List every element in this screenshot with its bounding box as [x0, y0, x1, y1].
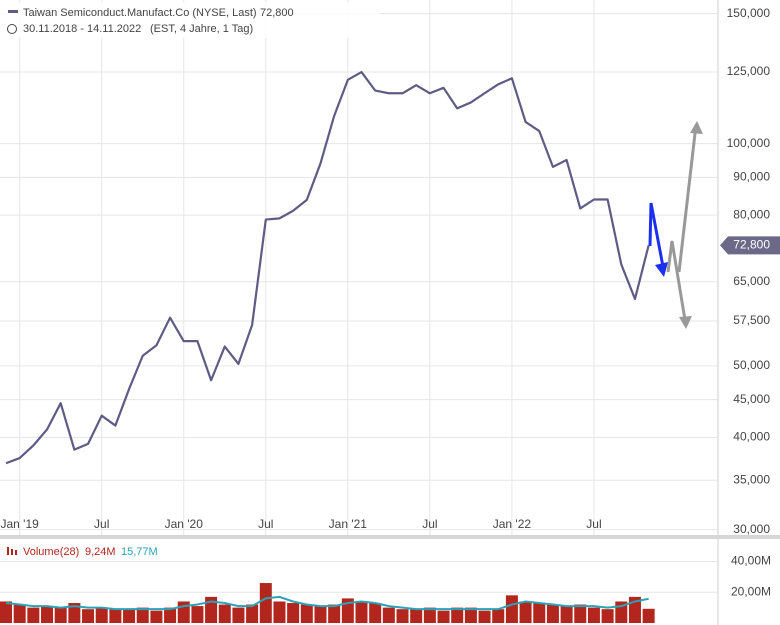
volume-bar	[164, 607, 177, 623]
volume-bar	[123, 609, 136, 623]
volume-bar	[109, 609, 122, 623]
y-tick-label: 40,000	[733, 430, 770, 444]
y-tick-label: 40,00M	[731, 554, 771, 568]
y-tick-label: 30,000	[733, 522, 770, 536]
marks	[0, 70, 655, 623]
price-line	[5, 70, 650, 465]
clock-icon	[7, 24, 17, 34]
volume-bar	[328, 604, 341, 623]
volume-bar	[464, 607, 477, 623]
x-tick-label: Jan '20	[165, 517, 204, 531]
arrow	[666, 240, 688, 327]
y-tick-label: 125,000	[727, 64, 771, 78]
y-tick-label: 35,000	[733, 472, 770, 486]
pane-separator	[0, 535, 780, 539]
volume-bar	[478, 610, 491, 623]
volume-bar	[191, 606, 204, 623]
range-note: (EST, 4 Jahre, 1 Tag)	[150, 23, 253, 35]
volume-bar	[82, 609, 95, 623]
x-tick-label: Jan '21	[329, 517, 368, 531]
last-value: 72,800	[260, 7, 294, 19]
arrow	[677, 124, 698, 273]
legend-swatch	[11, 549, 13, 555]
legend-title: Taiwan Semiconduct.Manufact.Co (NYSE, La…	[23, 7, 257, 19]
volume-bar	[150, 610, 163, 623]
volume-bar	[396, 609, 409, 623]
x-tick-label: Jul	[422, 517, 437, 531]
arrowhead	[690, 121, 703, 134]
legend-bg	[0, 2, 380, 38]
volume-bar	[287, 603, 300, 623]
volume-bar	[314, 606, 327, 623]
volume-bar	[54, 607, 67, 623]
legend-swatch	[8, 10, 18, 13]
volume-bar	[437, 610, 450, 623]
x-tick-label: Jul	[94, 517, 109, 531]
volume-bar	[546, 604, 559, 623]
price-tag	[720, 236, 780, 255]
arrowhead	[655, 262, 668, 277]
x-tick-label: Jul	[586, 517, 601, 531]
arrowhead	[679, 316, 692, 329]
x-tick-label: Jul	[258, 517, 273, 531]
drawings	[648, 121, 703, 329]
y-tick-label: 150,000	[727, 6, 771, 20]
volume-bar	[492, 609, 505, 623]
x-tick-label: Jan '22	[493, 517, 532, 531]
volume-bar	[574, 604, 587, 623]
volume-bar	[136, 607, 149, 623]
volume-bar	[13, 604, 26, 623]
x-tick-label: Jan '19	[1, 517, 40, 531]
volume-bar	[423, 607, 436, 623]
plot-area	[0, 0, 718, 535]
volume-bar	[95, 607, 108, 623]
volume-bar	[355, 601, 368, 623]
volume-bar	[246, 604, 259, 623]
y-tick-label: 20,00M	[731, 584, 771, 598]
volume-average	[5, 595, 649, 611]
volume-bar	[218, 604, 231, 623]
legend-swatch	[7, 547, 9, 555]
y-tick-label: 50,000	[733, 358, 770, 372]
volume-bar	[410, 609, 423, 623]
y-tick-label: 90,000	[733, 170, 770, 184]
volume-bar	[0, 601, 12, 623]
y-tick-label: 100,000	[727, 136, 771, 150]
volume-title: Volume(28)	[23, 546, 79, 558]
volume-bar	[259, 583, 272, 623]
volume-last: 9,24M	[85, 546, 116, 558]
y-tick-label: 80,000	[733, 207, 770, 221]
volume-bar	[451, 607, 464, 623]
y-tick-label: 65,000	[733, 274, 770, 288]
arrow	[648, 202, 666, 273]
volume-average: 15,77M	[121, 546, 158, 558]
volume-bar	[601, 609, 614, 623]
volume-bar	[642, 608, 655, 623]
volume-bar	[560, 606, 573, 623]
volume-bar	[205, 596, 218, 623]
date-range: 30.11.2018 - 14.11.2022	[23, 23, 141, 35]
volume-bar	[533, 603, 546, 623]
volume-bar	[273, 601, 286, 623]
y-tick-label: 57,500	[733, 313, 770, 327]
legend-swatch	[15, 550, 17, 555]
volume-bar	[232, 607, 245, 623]
volume-bar	[68, 603, 81, 623]
grid	[0, 0, 718, 593]
volume-bar	[382, 607, 395, 623]
volume-bar	[41, 606, 54, 623]
y-tick-label: 72,800	[733, 238, 770, 252]
volume-bar	[369, 603, 382, 623]
volume-bar	[519, 601, 532, 623]
volume-bar	[300, 604, 313, 623]
volume-bar	[27, 607, 40, 623]
volume-bar	[505, 595, 518, 623]
y-tick-label: 45,000	[733, 392, 770, 406]
volume-bar	[587, 607, 600, 623]
